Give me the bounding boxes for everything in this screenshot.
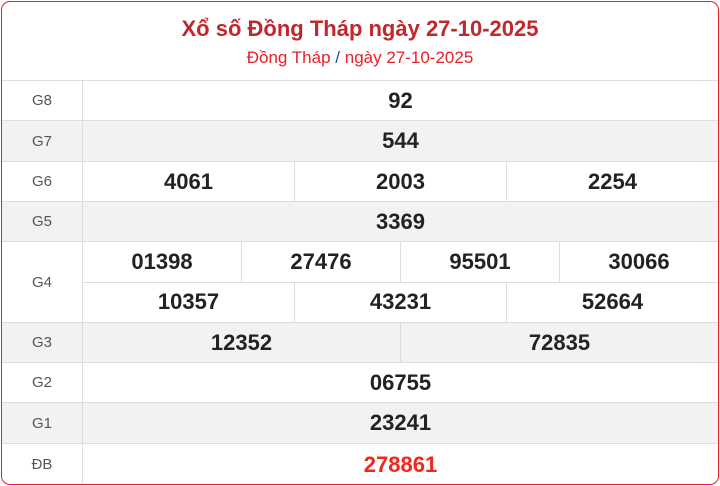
prize-number: 3369 [376, 208, 425, 234]
prize-number: 2254 [506, 162, 718, 201]
prize-row-g2: G2 06755 [2, 363, 718, 403]
prize-subrow: 01398 27476 95501 30066 [83, 242, 718, 282]
prize-subrow: 3369 [83, 202, 718, 241]
prize-subrow: 06755 [83, 363, 718, 402]
prize-number: 92 [388, 87, 413, 113]
prize-row-đb: ĐB 278861 [2, 444, 718, 484]
prize-number: 06755 [369, 369, 432, 395]
prize-label: G5 [2, 202, 83, 241]
prize-label: G2 [2, 363, 83, 402]
prize-number: 278861 [363, 451, 438, 477]
prize-number: 12352 [210, 329, 273, 355]
results-table: G8 92 G7 544 G6 4061 2003 2254 G5 3369 G4 01398 2747… [2, 81, 718, 484]
breadcrumb-date[interactable]: ngày 27-10-2025 [344, 48, 474, 67]
breadcrumb-province[interactable]: Đồng Tháp [246, 48, 331, 67]
page-title: Xổ số Đồng Tháp ngày 27-10-2025 [181, 16, 539, 41]
prize-subrow: 92 [83, 81, 718, 120]
prize-row-g3: G3 12352 72835 [2, 323, 718, 363]
prize-number: 4061 [164, 168, 213, 194]
breadcrumb-separator: / [335, 48, 340, 67]
prize-label: G3 [2, 323, 83, 362]
prize-subrow: 278861 [83, 444, 718, 484]
prize-number: 544 [382, 128, 419, 153]
prize-number: 95501 [400, 242, 559, 282]
prize-label: G7 [2, 121, 83, 161]
prize-row-g7: G7 544 [2, 121, 718, 162]
prize-label: G8 [2, 81, 83, 120]
prize-label: ĐB [2, 444, 83, 484]
breadcrumb: Đồng Tháp / ngày 27-10-2025 [2, 48, 718, 68]
prize-number: 01398 [131, 248, 193, 274]
prize-number: 43231 [294, 282, 506, 322]
prize-row-g6: G6 4061 2003 2254 [2, 162, 718, 202]
prize-number: 10357 [157, 289, 220, 315]
prize-number: 23241 [369, 410, 432, 435]
prize-label: G4 [2, 242, 83, 322]
prize-number: 27476 [241, 242, 400, 282]
prize-number: 72835 [400, 323, 718, 362]
prize-label: G6 [2, 162, 83, 201]
prize-number: 30066 [559, 242, 718, 282]
prize-row-g8: G8 92 [2, 81, 718, 121]
prize-subrow: 4061 2003 2254 [83, 162, 718, 201]
prize-subrow: 544 [83, 121, 718, 161]
prize-subrow: 12352 72835 [83, 323, 718, 362]
header: Xổ số Đồng Tháp ngày 27-10-2025 Đồng Thá… [2, 2, 718, 81]
prize-label: G1 [2, 403, 83, 443]
prize-subrow: 23241 [83, 403, 718, 443]
prize-row-g4: G4 01398 27476 95501 30066 10357 43231 52664 [2, 242, 718, 323]
prize-number: 52664 [506, 282, 718, 322]
prize-number: 2003 [294, 162, 506, 201]
prize-row-g1: G1 23241 [2, 403, 718, 444]
prize-subrow: 10357 43231 52664 [83, 281, 718, 322]
prize-row-g5: G5 3369 [2, 202, 718, 242]
